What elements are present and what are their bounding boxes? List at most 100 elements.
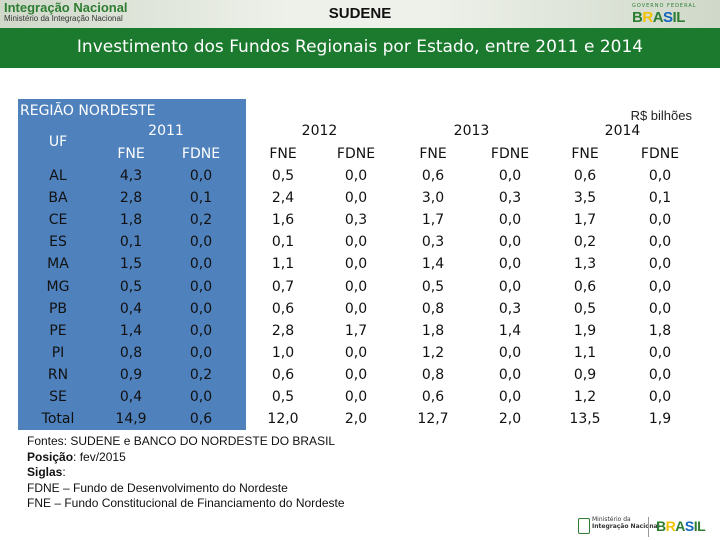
- value-cell: 1,7: [573, 212, 597, 229]
- value-cell: 1,4: [119, 322, 143, 339]
- value-cell: 1,2: [421, 344, 445, 361]
- value-cell: 0,8: [119, 344, 143, 361]
- value-cell: 0,0: [498, 256, 522, 273]
- value-cell: 0,0: [648, 168, 672, 184]
- fdne-definition: FDNE – Fundo de Desenvolvimento do Norde…: [27, 480, 288, 495]
- value-cell: 0,0: [344, 234, 368, 251]
- value-cell: 0,5: [421, 278, 445, 295]
- value-cell: 1,3: [573, 256, 597, 273]
- value-cell: 2,8: [119, 190, 143, 207]
- year-header: 2012: [301, 123, 338, 139]
- org-title: SUDENE: [328, 5, 392, 22]
- value-cell: 0,5: [271, 389, 295, 405]
- value-cell: 0,6: [421, 168, 445, 184]
- logo-subtitle: Ministério da Integração Nacional: [4, 14, 123, 23]
- position-text: : fev/2015: [73, 449, 126, 464]
- value-cell: 0,0: [498, 366, 522, 383]
- region-label: REGIÃO NORDESTE: [20, 103, 156, 119]
- value-cell: 0,6: [421, 389, 445, 405]
- value-cell: 0,2: [189, 366, 213, 383]
- value-cell: 0,2: [189, 212, 213, 229]
- bottom-logos: Ministério da Integração Nacional BRASIL: [574, 514, 720, 540]
- value-cell: 0,0: [189, 256, 213, 273]
- value-cell: 0,0: [344, 366, 368, 383]
- value-cell: 2,0: [498, 411, 522, 428]
- value-cell: 2,8: [271, 322, 295, 339]
- fund-header: FNE: [269, 146, 297, 162]
- state-cell: RN: [47, 366, 69, 383]
- value-cell: 0,6: [573, 278, 597, 295]
- page-title: Investimento dos Fundos Regionais por Es…: [76, 37, 644, 57]
- value-cell: 0,9: [119, 366, 143, 383]
- value-cell: 3,5: [573, 190, 597, 207]
- fund-header: FNE: [419, 146, 447, 162]
- value-cell: 3,0: [421, 190, 445, 207]
- value-cell: 0,0: [189, 344, 213, 361]
- fund-header: FDNE: [490, 146, 530, 162]
- value-cell: 0,6: [271, 366, 295, 383]
- value-cell: 0,0: [344, 300, 368, 317]
- value-cell: 0,0: [498, 344, 522, 361]
- value-cell: 2,0: [344, 411, 368, 428]
- value-cell: 0,0: [498, 212, 522, 229]
- value-cell: 1,0: [271, 344, 295, 361]
- value-cell: 0,0: [189, 168, 213, 184]
- value-cell: 0,0: [189, 300, 213, 317]
- fund-header: FDNE: [181, 146, 221, 162]
- ministry-logo: Ministério da Integração Nacional: [592, 516, 660, 530]
- state-cell: CE: [48, 212, 68, 229]
- value-cell: 0,6: [573, 168, 597, 184]
- year-header: 2014: [604, 123, 641, 139]
- brasil-word: BRASIL: [632, 9, 685, 26]
- fund-header: FNE: [117, 146, 145, 162]
- top-bar: Integração Nacional Ministério da Integr…: [0, 0, 720, 28]
- state-cell: AL: [49, 168, 67, 184]
- value-cell: 0,3: [498, 300, 522, 317]
- value-cell: 0,0: [498, 168, 522, 184]
- sources-text: : SUDENE e BANCO DO NORDESTE DO BRASIL: [63, 434, 336, 448]
- state-cell: PI: [51, 344, 65, 361]
- value-cell: 0,3: [344, 212, 368, 229]
- value-cell: 0,0: [189, 389, 213, 405]
- state-cell: BA: [48, 190, 68, 207]
- position-line: Posição: fev/2015: [27, 450, 345, 466]
- value-cell: 0,0: [648, 278, 672, 295]
- fund-header: FDNE: [640, 146, 680, 162]
- value-cell: 1,5: [119, 256, 143, 273]
- value-cell: 1,4: [498, 322, 522, 339]
- value-cell: 0,6: [189, 411, 213, 428]
- title-banner: Investimento dos Fundos Regionais por Es…: [0, 28, 720, 68]
- value-cell: 0,1: [271, 234, 295, 251]
- value-cell: 12,0: [267, 411, 299, 428]
- value-cell: 0,9: [573, 366, 597, 383]
- year-header: 2013: [453, 123, 490, 139]
- value-cell: 0,0: [648, 300, 672, 317]
- value-cell: 0,3: [498, 190, 522, 207]
- footer-notes: Fontes: SUDENE e BANCO DO NORDESTE DO BR…: [27, 434, 345, 512]
- value-cell: 0,3: [421, 234, 445, 251]
- state-cell: PB: [48, 300, 68, 317]
- year-header: 2011: [148, 123, 184, 139]
- value-cell: 1,8: [421, 322, 445, 339]
- value-cell: 0,4: [119, 389, 143, 405]
- value-cell: 0,5: [119, 278, 143, 295]
- value-cell: 0,0: [344, 168, 368, 184]
- table-header-block: [18, 99, 246, 430]
- value-cell: 13,5: [569, 411, 601, 428]
- value-cell: 4,3: [119, 168, 143, 184]
- gov-tag: GOVERNO FEDERAL: [632, 3, 697, 9]
- fund-header: FDNE: [336, 146, 376, 162]
- value-cell: 1,6: [271, 212, 295, 229]
- state-cell: MA: [47, 256, 69, 273]
- value-cell: 0,0: [189, 234, 213, 251]
- value-cell: 0,0: [344, 389, 368, 405]
- logo-title: Integração Nacional: [4, 0, 128, 15]
- value-cell: 0,8: [421, 366, 445, 383]
- value-cell: 0,1: [189, 190, 213, 207]
- value-cell: 0,0: [344, 190, 368, 207]
- sources-line: Fontes: SUDENE e BANCO DO NORDESTE DO BR…: [27, 434, 345, 450]
- acronyms-line: Siglas:: [27, 465, 345, 481]
- value-cell: 0,4: [119, 300, 143, 317]
- state-cell: PE: [49, 322, 67, 339]
- value-cell: 1,8: [119, 212, 143, 229]
